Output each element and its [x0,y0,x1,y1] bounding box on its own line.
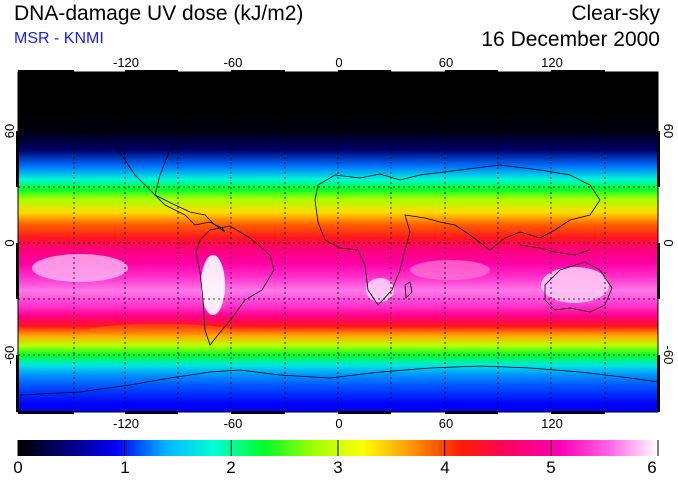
colorbar-label: 1 [120,458,130,477]
graticule [18,72,658,412]
dose-hotspots [32,254,609,336]
lon-label-top: 0 [335,55,342,70]
lon-label-top: -120 [113,55,139,70]
north-america-coast [19,97,226,233]
colorbar-label: 6 [647,458,657,477]
lat-label-right: 0 [661,239,676,246]
madagascar-coast [404,281,413,299]
colorbar-ticks [17,440,659,456]
lon-label-bottom: -120 [113,416,139,431]
south-america-coast [195,225,275,346]
lon-label-bottom: 120 [541,416,563,431]
colorbar-label: 4 [440,458,450,477]
lon-label-bottom: 60 [439,416,453,431]
colorbar-label: 2 [226,458,236,477]
lon-label-bottom: 0 [335,416,342,431]
colorbar-label: 3 [333,458,343,477]
africa-eurasia-coast [314,164,601,306]
lon-labels-bottom: -120 -60 0 60 120 [113,416,563,431]
colorbar-label: 0 [13,458,23,477]
map-date: 16 December 2000 [481,28,660,51]
lat-labels-left: 60 0 -60 [2,124,17,365]
australia-coast [544,261,613,313]
lat-label-left: -60 [2,346,17,365]
coastlines [19,97,658,396]
antarctica-coast [19,365,658,396]
lon-label-top: -60 [224,55,243,70]
map-title: DNA-damage UV dose (kJ/m2) [14,2,304,25]
colorbar-label: 5 [546,458,556,477]
sky-condition: Clear-sky [571,2,660,25]
lon-labels-top: -120 -60 0 60 120 [113,55,563,70]
lat-label-left: 0 [2,239,17,246]
indonesia-coast [519,244,591,256]
lon-label-bottom: -60 [224,416,243,431]
lat-labels-right: 60 0 -60 [661,124,676,365]
lat-label-right: 60 [661,124,676,138]
lon-label-top: 120 [541,55,563,70]
source-label: MSR - KNMI [14,30,104,47]
lat-label-left: 60 [2,124,17,138]
lon-label-top: 60 [439,55,453,70]
lat-label-right: -60 [661,346,676,365]
frame-ticks [16,70,660,414]
